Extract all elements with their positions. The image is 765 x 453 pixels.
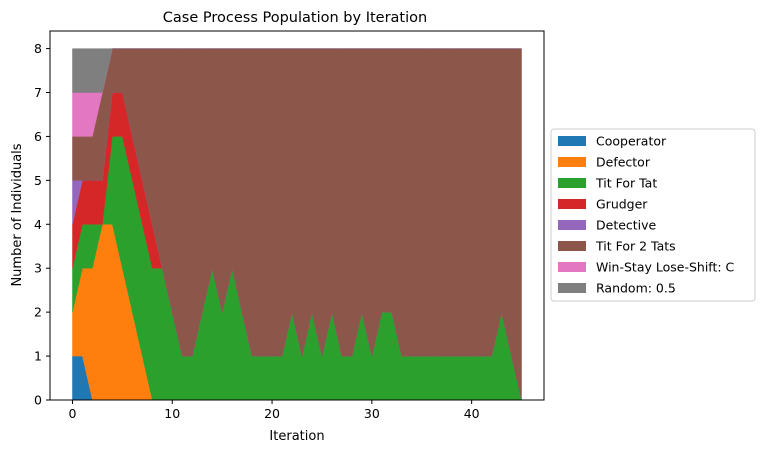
y-axis-ticks: 0 1 2 3 4 5 6 7 8	[34, 41, 50, 408]
y-tick-label: 2	[34, 305, 42, 320]
legend-swatch	[558, 241, 586, 251]
x-tick-label: 20	[264, 406, 280, 421]
area-random-0-5	[72, 48, 522, 93]
chart-title: Case Process Population by Iteration	[163, 10, 427, 26]
y-tick-label: 4	[34, 217, 42, 232]
legend-swatch	[558, 157, 586, 167]
y-tick-label: 3	[34, 261, 42, 276]
x-axis-label: Iteration	[269, 429, 324, 444]
area-layers	[72, 48, 522, 401]
y-tick-label: 8	[34, 41, 42, 56]
y-tick-label: 0	[34, 393, 42, 408]
legend: Cooperator Defector Tit For Tat Grudger Dete…	[550, 128, 756, 302]
x-tick-label: 30	[364, 406, 380, 421]
legend-label: Detective	[596, 218, 657, 233]
legend-swatch	[558, 220, 586, 230]
legend-label: Tit For Tat	[595, 176, 657, 191]
y-axis-label: Number of Individuals	[10, 143, 25, 286]
y-tick-label: 1	[34, 349, 42, 364]
legend-items: Cooperator Defector Tit For Tat Grudger Dete…	[558, 134, 735, 296]
x-tick-label: 10	[164, 406, 180, 421]
legend-swatch	[558, 283, 586, 293]
y-tick-label: 7	[34, 85, 42, 100]
x-tick-label: 0	[68, 406, 76, 421]
legend-label: Win-Stay Lose-Shift: C	[596, 260, 735, 275]
x-axis-ticks: 0 10 20 30 40	[68, 400, 480, 421]
x-tick-label: 40	[464, 406, 480, 421]
legend-swatch	[558, 262, 586, 272]
y-tick-label: 6	[34, 129, 42, 144]
legend-label: Random: 0.5	[596, 281, 676, 296]
legend-label: Cooperator	[596, 134, 667, 149]
legend-swatch	[558, 178, 586, 188]
y-tick-label: 5	[34, 173, 42, 188]
plot-frame	[49, 30, 545, 401]
legend-swatch	[558, 199, 586, 209]
legend-label: Grudger	[596, 197, 648, 212]
legend-frame	[550, 128, 756, 302]
legend-label: Defector	[596, 155, 651, 170]
legend-label: Tit For 2 Tats	[595, 239, 676, 254]
legend-swatch	[558, 136, 586, 146]
